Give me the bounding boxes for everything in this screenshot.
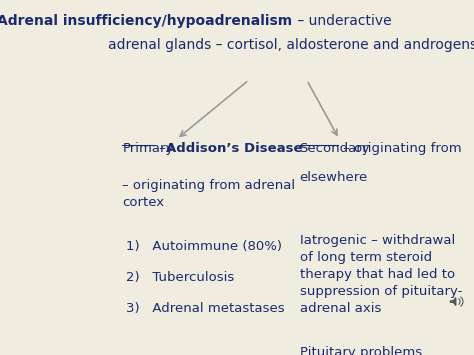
Text: – underactive: – underactive [293, 15, 392, 28]
Text: Adrenal insufficiency/hypoadrenalism: Adrenal insufficiency/hypoadrenalism [0, 15, 292, 28]
Text: Pituitary problems.: Pituitary problems. [300, 346, 426, 355]
Text: –: – [155, 142, 170, 155]
Text: 1)   Autoimmune (80%): 1) Autoimmune (80%) [126, 240, 282, 253]
Text: adrenal glands – cortisol, aldosterone and androgens: adrenal glands – cortisol, aldosterone a… [108, 38, 474, 53]
Text: Iatrogenic – withdrawal
of long term steroid
therapy that had led to
suppression: Iatrogenic – withdrawal of long term ste… [300, 234, 462, 315]
Text: Addison’s Disease: Addison’s Disease [166, 142, 303, 155]
Text: Secondary: Secondary [300, 142, 370, 155]
Text: – originating from adrenal
cortex: – originating from adrenal cortex [122, 179, 295, 209]
Text: elsewhere: elsewhere [300, 171, 368, 184]
Text: Primary: Primary [122, 142, 173, 155]
Text: 2)   Tuberculosis: 2) Tuberculosis [126, 271, 234, 284]
Text: 3)   Adrenal metastases: 3) Adrenal metastases [126, 302, 284, 315]
Polygon shape [450, 298, 456, 305]
Text: – originating from: – originating from [339, 142, 462, 155]
